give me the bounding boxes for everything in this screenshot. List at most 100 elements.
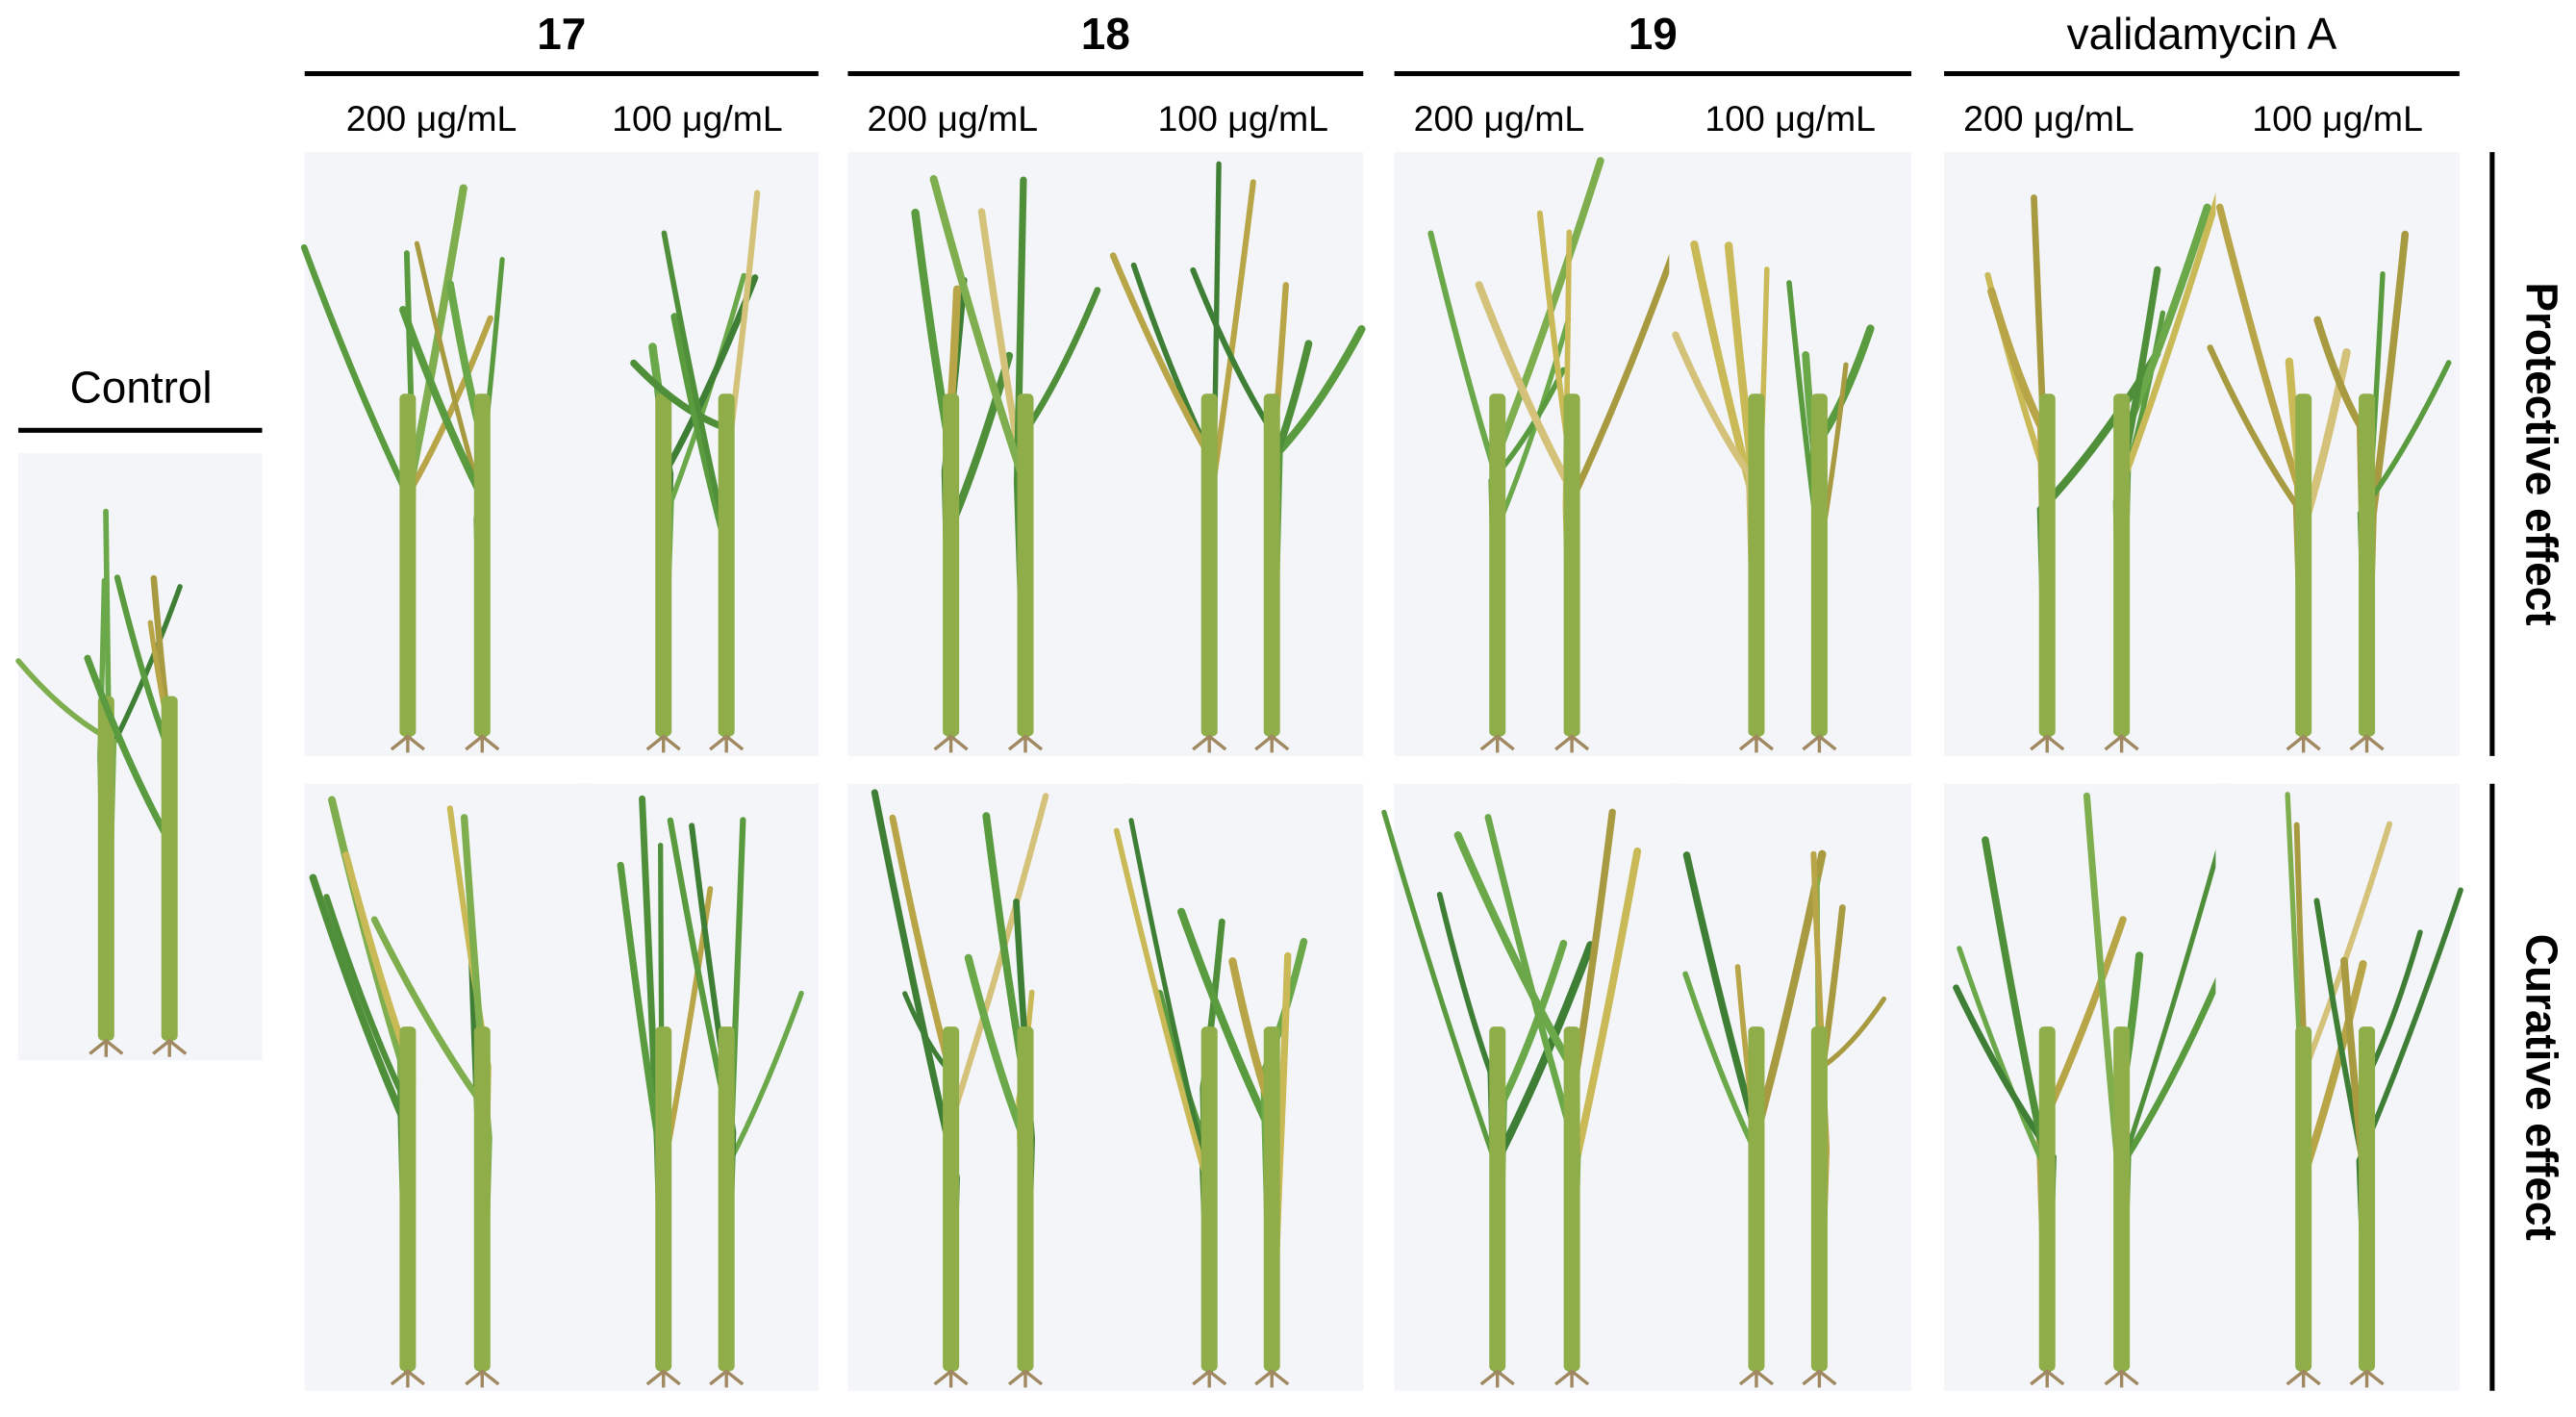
stem xyxy=(2113,1026,2131,1372)
leaf xyxy=(1113,827,1213,1375)
row-label: Curative effect xyxy=(2516,934,2566,1241)
roots xyxy=(933,1369,969,1388)
photo-background xyxy=(2215,783,2460,1391)
stem xyxy=(718,1026,735,1372)
plant-photo xyxy=(847,783,1135,1391)
concentration-label: 100 μg/mL xyxy=(1157,98,1328,139)
photo-background xyxy=(304,152,592,756)
photo-background xyxy=(847,152,1135,756)
plant-photo xyxy=(847,152,1135,756)
roots xyxy=(1192,734,1227,753)
stem xyxy=(473,1026,491,1372)
roots xyxy=(1254,734,1290,753)
roots xyxy=(1007,1369,1044,1388)
plant-photo xyxy=(1109,152,1366,756)
roots xyxy=(2349,734,2385,753)
roots xyxy=(2286,1369,2321,1388)
roots xyxy=(88,1038,124,1057)
stem xyxy=(2038,1026,2056,1372)
stem xyxy=(1017,1026,1034,1372)
plant-photo xyxy=(1944,152,2232,756)
roots xyxy=(465,734,500,753)
roots xyxy=(2030,734,2065,753)
leaf xyxy=(2207,344,2307,740)
stem xyxy=(943,393,960,737)
plant-photo xyxy=(1669,783,1912,1391)
stem xyxy=(1489,393,1506,737)
roots xyxy=(1554,734,1590,753)
leaf xyxy=(1190,266,1275,740)
leaf xyxy=(1672,331,1760,741)
leaf xyxy=(1493,939,1568,1376)
roots xyxy=(1738,734,1775,753)
leaf xyxy=(1128,818,1212,1374)
photo-background xyxy=(576,152,819,756)
roots xyxy=(933,734,969,753)
stem xyxy=(2295,393,2312,737)
photo-background xyxy=(1669,152,1912,756)
stem xyxy=(1563,393,1580,737)
leaf xyxy=(2215,203,2308,741)
group-label: 17 xyxy=(537,9,586,59)
leaf xyxy=(661,272,746,740)
concentration-label: 200 μg/mL xyxy=(346,98,518,139)
roots xyxy=(465,1369,500,1388)
stem xyxy=(655,393,672,737)
roots xyxy=(1254,1369,1290,1388)
roots xyxy=(1802,734,1837,753)
leaf xyxy=(1381,809,1503,1375)
roots xyxy=(2104,734,2139,753)
plant-photo xyxy=(2207,152,2460,756)
roots xyxy=(2286,734,2321,753)
group-label: validamycin A xyxy=(2067,9,2337,59)
plant-photo xyxy=(2215,783,2463,1391)
stem xyxy=(161,696,178,1041)
photo-background xyxy=(18,453,263,1061)
plant-photo xyxy=(576,783,819,1391)
stem xyxy=(2359,1026,2376,1372)
stem xyxy=(1810,1026,1828,1372)
leaf xyxy=(323,894,412,1375)
roots xyxy=(2104,1369,2139,1388)
stem xyxy=(2359,393,2376,737)
roots xyxy=(2349,1369,2385,1388)
roots xyxy=(645,1369,681,1388)
roots xyxy=(1802,1369,1837,1388)
plant-photo xyxy=(1381,783,1681,1391)
roots xyxy=(709,734,745,753)
leaf xyxy=(309,873,412,1376)
stem xyxy=(399,1026,417,1372)
stem xyxy=(1748,1026,1765,1372)
concentration-label: 200 μg/mL xyxy=(1414,98,1585,139)
roots xyxy=(1192,1369,1227,1388)
plant-photo xyxy=(300,152,592,756)
concentration-label: 200 μg/mL xyxy=(1963,98,2134,139)
leaf xyxy=(1475,281,1577,741)
leaf xyxy=(1987,287,2052,741)
concentration-label: 100 μg/mL xyxy=(1705,98,1876,139)
roots xyxy=(390,1369,425,1388)
plant-photo xyxy=(1394,152,1681,756)
stem xyxy=(2295,1026,2312,1372)
stem xyxy=(473,393,491,737)
stem xyxy=(1263,393,1280,737)
stem xyxy=(1563,1026,1580,1372)
photo-background xyxy=(1944,783,2231,1391)
stem xyxy=(1200,393,1218,737)
photo-background xyxy=(1394,152,1681,756)
plant-photo xyxy=(576,152,819,756)
roots xyxy=(1479,734,1515,753)
leaf xyxy=(1436,892,1501,1375)
stem xyxy=(2038,393,2056,737)
group-label: 18 xyxy=(1081,9,1130,59)
plant-photo xyxy=(304,783,592,1391)
roots xyxy=(390,734,425,753)
leaf xyxy=(1268,951,1292,1376)
leaf xyxy=(929,175,1030,741)
roots xyxy=(152,1038,188,1057)
stem xyxy=(943,1026,960,1372)
group-label: 19 xyxy=(1629,9,1678,59)
plant-photo xyxy=(1669,152,1912,756)
